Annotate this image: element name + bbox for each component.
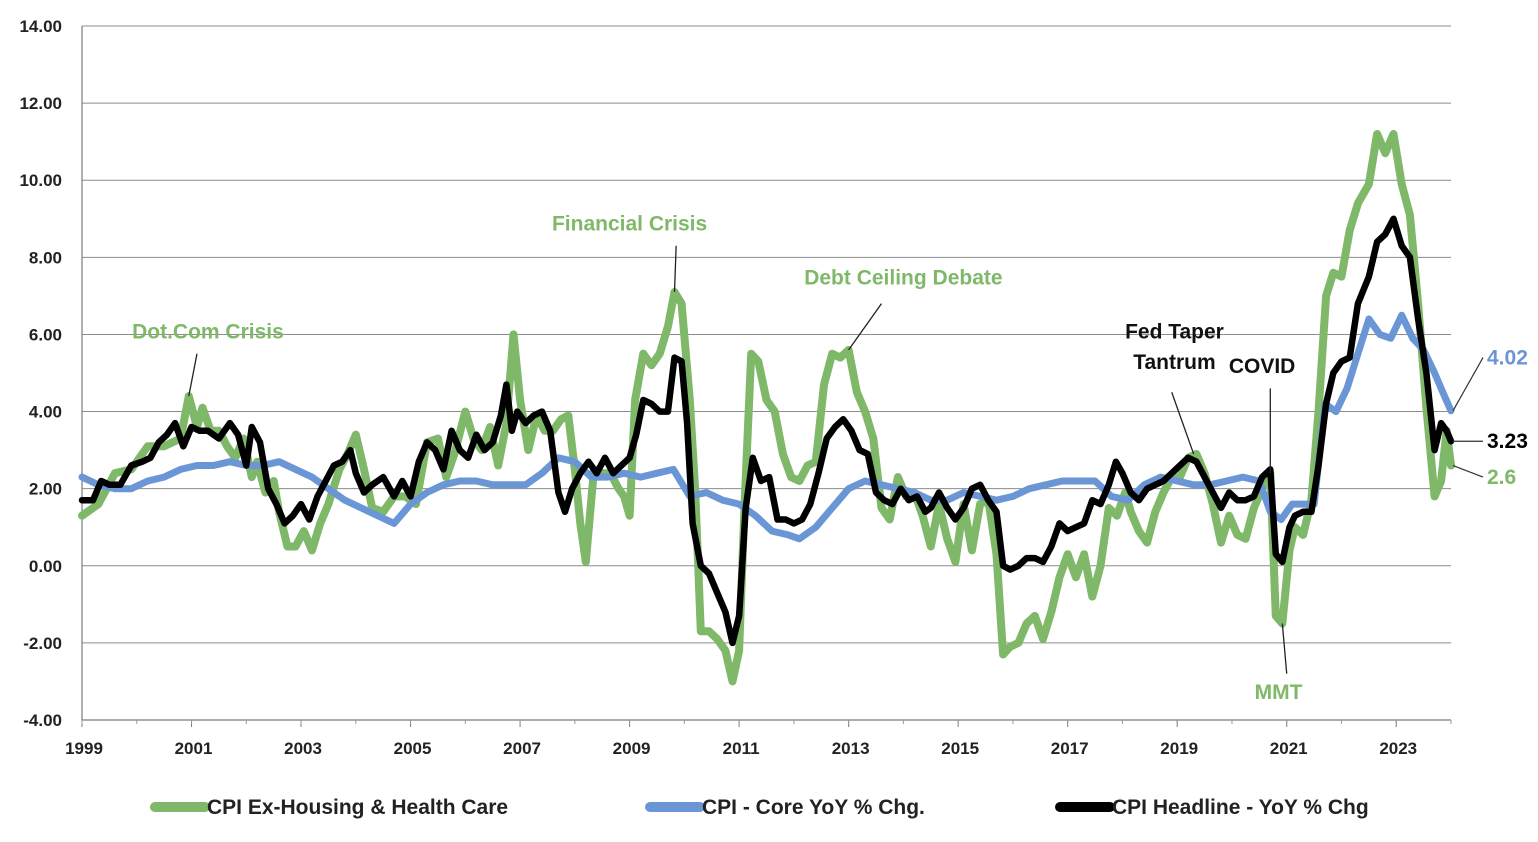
series-line-2	[78, 215, 1455, 647]
x-tick-label: 2019	[1160, 739, 1198, 758]
y-tick-label: 14.00	[19, 17, 62, 36]
series-line-0	[78, 130, 1455, 686]
x-tick-label: 2011	[723, 739, 760, 758]
legend-label-1: CPI - Core YoY % Chg.	[702, 796, 925, 819]
end-label-4.02: 4.02	[1487, 347, 1528, 370]
annotation-label: Financial Crisis	[552, 212, 707, 235]
annotation-pointer	[1171, 392, 1195, 455]
x-tick-label: 2017	[1051, 739, 1089, 758]
x-tick-label: 2005	[394, 739, 432, 758]
series-line-1	[78, 311, 1455, 543]
y-tick-label: 0.00	[29, 557, 62, 576]
y-tick-label: -2.00	[23, 634, 62, 653]
annotation-label: Tantrum	[1133, 351, 1215, 374]
end-label-2.6: 2.6	[1487, 466, 1516, 489]
x-tick-label: 2015	[941, 739, 979, 758]
y-tick-label: 2.00	[29, 480, 62, 499]
x-tick-label: 2003	[284, 739, 322, 758]
y-tick-label: 4.00	[29, 403, 62, 422]
x-tick-label: 2021	[1270, 739, 1308, 758]
annotation-label: MMT	[1255, 681, 1303, 704]
legend-layer: CPI Ex-Housing & Health Care CPI - Core Y…	[150, 796, 1369, 819]
y-tick-label: -4.00	[23, 711, 62, 730]
x-tick-label: 2013	[832, 739, 870, 758]
annotation-pointer	[1281, 623, 1288, 674]
x-tick-label: 2007	[503, 739, 541, 758]
x-tick-label: 2009	[613, 739, 651, 758]
x-tick-label: 2023	[1379, 739, 1417, 758]
annotation-layer: 4.02 3.23 2.6 Dot.Com Crisis Financial Crisi…	[132, 212, 1528, 703]
legend-label-0: CPI Ex-Housing & Health Care	[207, 796, 508, 819]
x-tick-label: 1999	[65, 739, 103, 758]
end-label-leader	[1452, 464, 1484, 478]
end-label-leader	[1452, 357, 1484, 412]
y-tick-label: 12.00	[19, 94, 62, 113]
end-label-3.23: 3.23	[1487, 430, 1528, 453]
series-layer	[78, 130, 1455, 686]
grid-layer	[82, 25, 1451, 721]
legend-label-2: CPI Headline - YoY % Chg	[1112, 796, 1369, 819]
annotation-pointer	[848, 303, 883, 351]
x-tick-label: 2001	[175, 739, 213, 758]
annotation-label: Debt Ceiling Debate	[804, 266, 1002, 289]
y-tick-label: 6.00	[29, 325, 62, 344]
y-tick-label: 8.00	[29, 248, 62, 267]
annotation-pointer	[188, 353, 198, 397]
annotation-label: Fed Taper	[1125, 320, 1224, 343]
axis-layer: -4.00 -2.00 0.00 2.00 4.00 6.00 8.00 10.00 12.00…	[19, 17, 1452, 758]
y-tick-label: 10.00	[19, 171, 62, 190]
annotation-label: COVID	[1229, 355, 1296, 378]
annotation-label: Dot.Com Crisis	[132, 320, 284, 343]
annotation-pointer	[673, 245, 677, 293]
